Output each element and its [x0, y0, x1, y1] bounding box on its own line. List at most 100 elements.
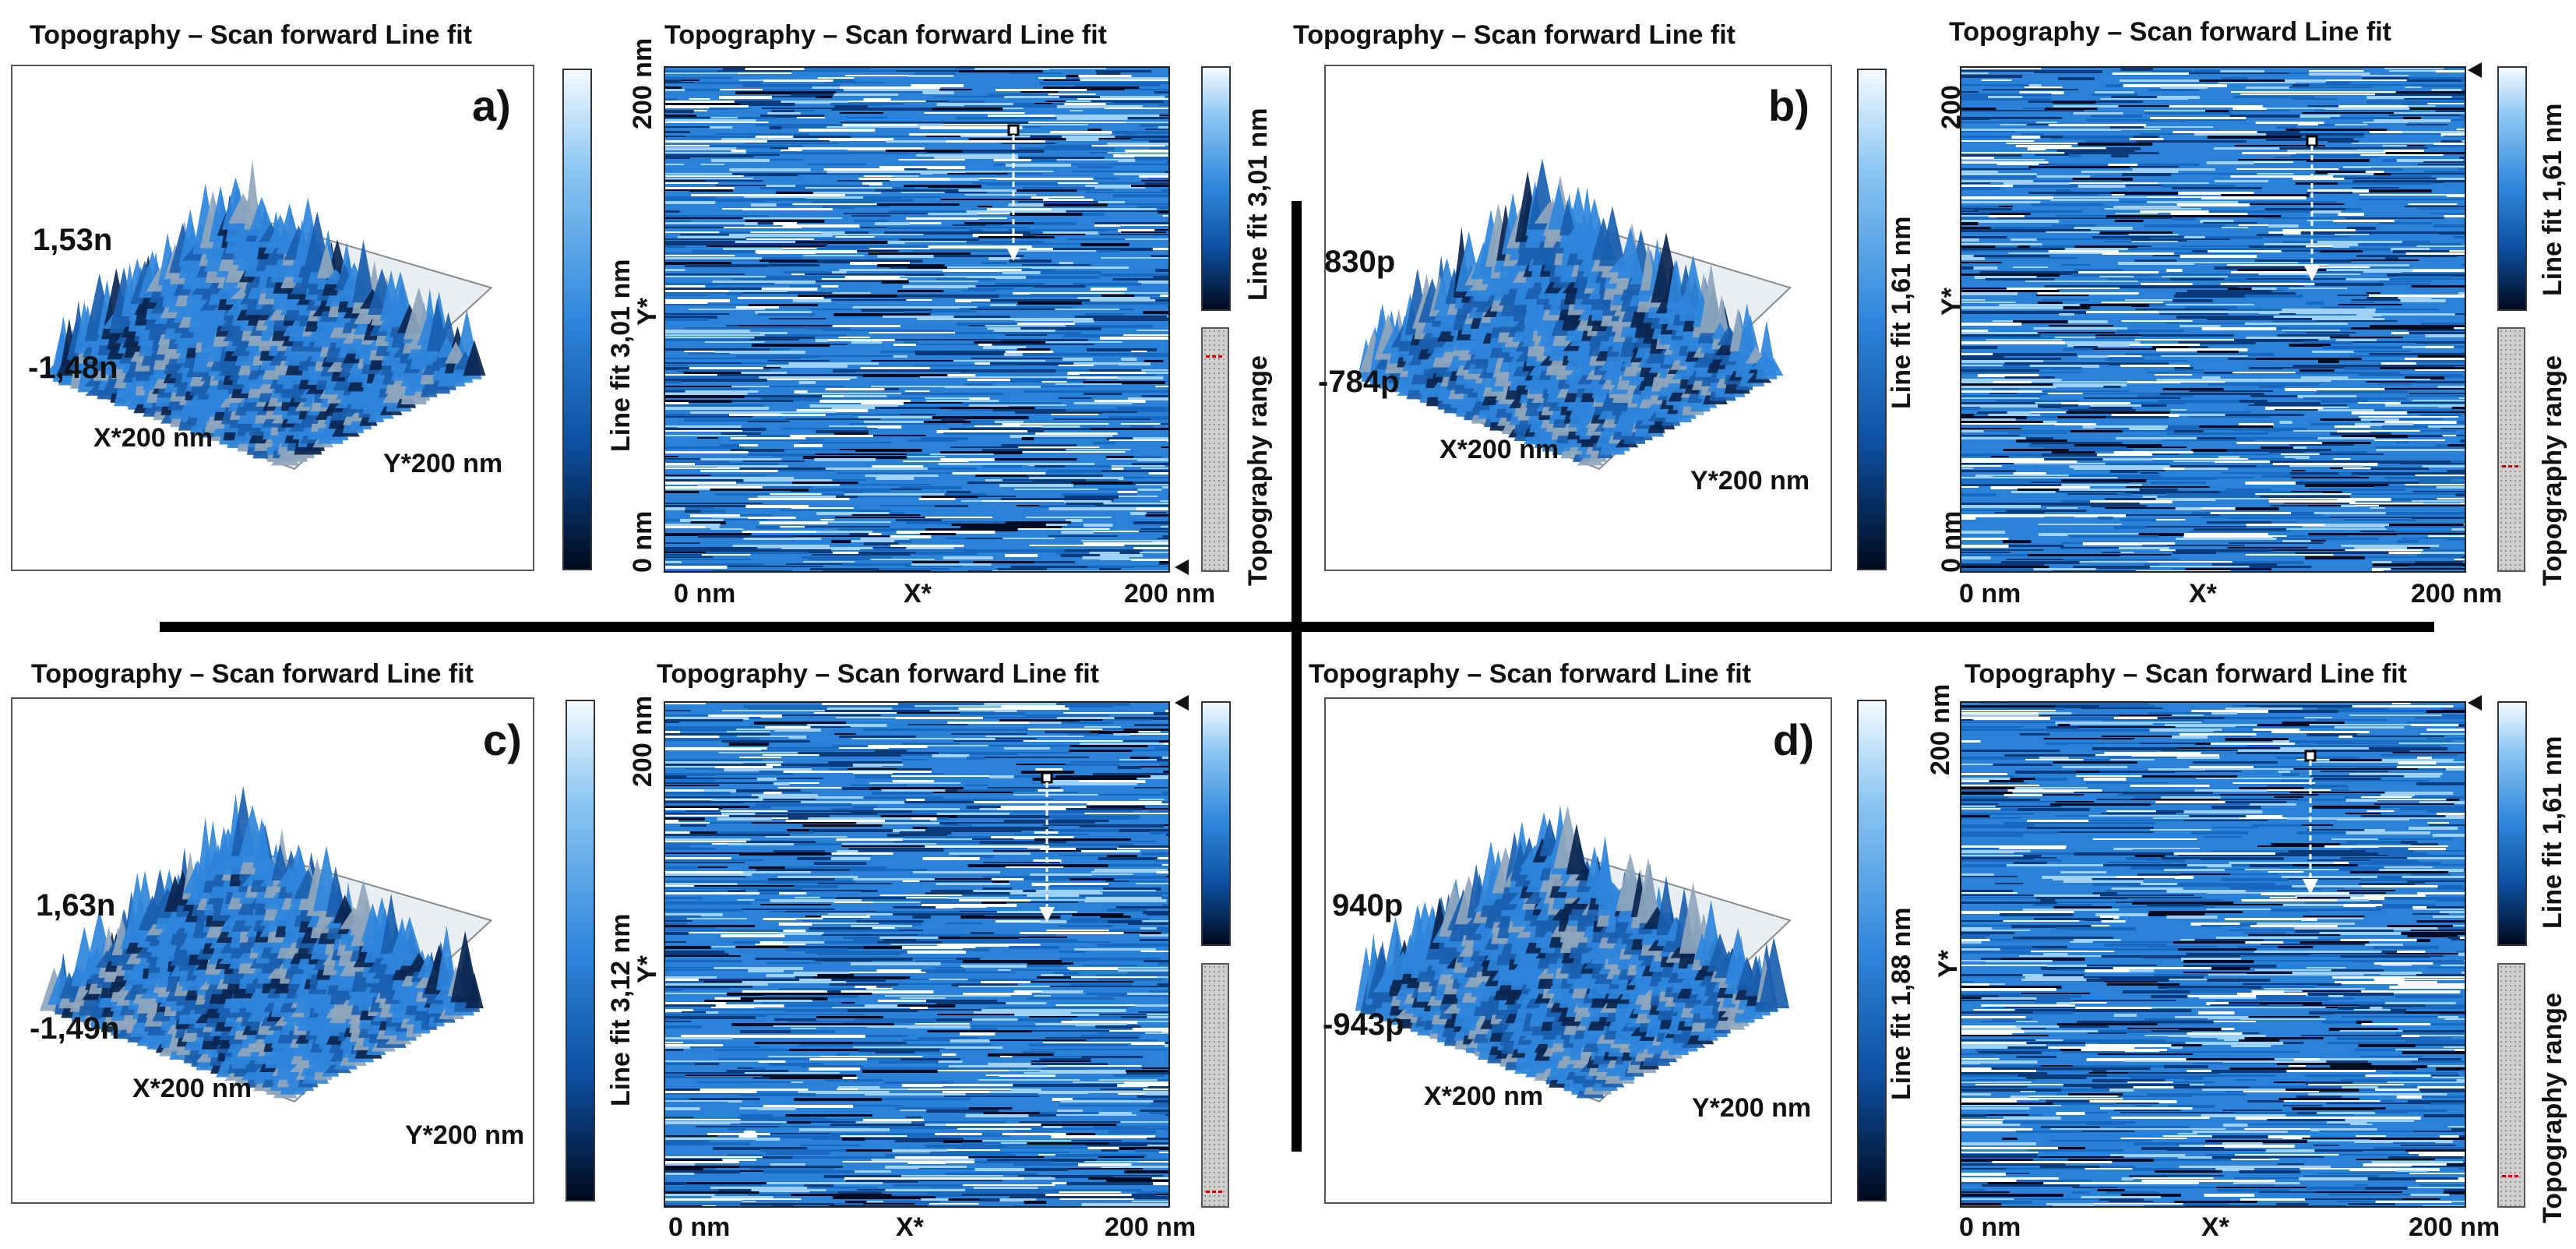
panel-a-colorbar-left-label: Line fit 3,01 nm	[606, 259, 636, 453]
panel-d-3d-title: Topography – Scan forward Line fit	[1309, 659, 1751, 689]
panel-b-map-title: Topography – Scan forward Line fit	[1949, 17, 2391, 47]
panel-a-range-bar	[1201, 327, 1229, 572]
panel-c-y-top: 200 nm	[628, 695, 657, 787]
panel-b-range-label: Topography range	[2538, 355, 2567, 586]
panel-a-colorbar-right	[1201, 66, 1231, 311]
panel-c-colorbar-left-label: Line fit 3,12 nm	[606, 913, 636, 1107]
panel-c-x-mid: X*	[896, 1212, 924, 1242]
panel-d-3d-surface	[1355, 804, 1792, 1103]
panel-d-colorbar-right	[2497, 701, 2527, 946]
panel-d-range-marker	[2502, 1175, 2521, 1177]
panel-a-z-min: -1,48n	[28, 351, 118, 385]
panel-b-y-top: 200	[1936, 85, 1966, 129]
panel-c-z-min: -1,49n	[30, 1011, 120, 1046]
panel-a-y-axis-3d: Y*200 nm	[383, 449, 503, 478]
panel-a-scan-marker	[1175, 559, 1189, 575]
panel-b-z-max: 830p	[1324, 245, 1396, 279]
vertical-divider	[1292, 201, 1302, 1152]
panel-a-x-left: 0 nm	[674, 579, 736, 609]
panel-b-3d-title: Topography – Scan forward Line fit	[1293, 20, 1736, 50]
panel-b-topography-map	[1960, 66, 2564, 573]
panel-c-range-bar	[1201, 963, 1229, 1208]
panel-a-y-axis-label: Y*	[633, 298, 662, 326]
panel-a-x-mid: X*	[904, 579, 932, 609]
panel-b-colorbar-right-label: Line fit 1,61 nm	[2538, 103, 2567, 297]
panel-d-y-axis-3d: Y*200 nm	[1692, 1093, 1812, 1123]
panel-a-colorbar-right-label: Line fit 3,01 nm	[1243, 108, 1273, 302]
panel-d-range-bar	[2497, 963, 2525, 1208]
panel-a-topography-map	[664, 66, 1263, 573]
panel-d-x-right: 200 nm	[2409, 1212, 2500, 1242]
panel-a-y-bottom: 0 nm	[628, 510, 657, 573]
panel-c-topography-map	[664, 701, 1267, 1208]
panel-a-z-max: 1,53n	[33, 223, 113, 257]
panel-d-map-image	[1961, 703, 2551, 1208]
panel-b-3d-surface	[1357, 158, 1792, 470]
panel-b-map-image	[1961, 68, 2564, 573]
panel-b-3d-view	[1324, 65, 1832, 571]
panel-c-y-axis-3d: Y*200 nm	[405, 1120, 525, 1150]
panel-d-z-max: 940p	[1332, 888, 1404, 923]
panel-b-x-axis-3d: X*200 nm	[1440, 435, 1559, 464]
panel-d-x-left: 0 nm	[1959, 1212, 2021, 1242]
panel-c-letter: c)	[483, 715, 522, 764]
panel-c-colorbar-right	[1201, 701, 1231, 946]
panel-b-y-axis-label: Y*	[1936, 288, 1966, 316]
panel-c-z-max: 1,63n	[36, 888, 116, 923]
panel-a-3d-view	[11, 65, 534, 571]
panel-b-colorbar-left-label: Line fit 1,61 nm	[1887, 216, 1916, 410]
panel-b-x-right: 200 nm	[2411, 579, 2503, 609]
panel-b-z-min: -784p	[1318, 365, 1400, 399]
panel-d-topography-map	[1960, 701, 2551, 1208]
panel-c-x-left: 0 nm	[668, 1212, 731, 1242]
panel-d-scan-arrow	[2303, 750, 2318, 894]
panel-c-x-axis-3d: X*200 nm	[132, 1074, 252, 1103]
panel-c-y-axis-label: Y*	[633, 955, 662, 983]
panel-b-range-bar	[2497, 327, 2525, 572]
panel-a-scan-arrow	[1006, 124, 1021, 261]
panel-c-scan-arrow	[1039, 771, 1055, 923]
panel-d-x-axis-3d: X*200 nm	[1424, 1081, 1544, 1111]
panel-a-x-right: 200 nm	[1124, 579, 1216, 609]
panel-c-3d-surface	[40, 785, 493, 1103]
panel-a-letter: a)	[472, 81, 511, 130]
panel-a-colorbar-left	[562, 69, 592, 570]
panel-b-y-bottom: 0 nm	[1936, 510, 1966, 573]
panel-d-map-title: Topography – Scan forward Line fit	[1965, 659, 2407, 689]
panel-a-range-marker	[1206, 355, 1225, 358]
panel-b-y-axis-3d: Y*200 nm	[1690, 466, 1810, 496]
panel-b-scan-marker	[2468, 62, 2482, 78]
panel-a-3d-title: Topography – Scan forward Line fit	[30, 20, 472, 50]
panel-d-y-top: 200 nm	[1926, 683, 1955, 775]
panel-d-colorbar-right-label: Line fit 1,61 nm	[2538, 736, 2567, 930]
panel-b-letter: b)	[1768, 81, 1810, 130]
panel-d-y-axis-label: Y*	[1933, 950, 1963, 978]
panel-a-y-top: 200 nm	[628, 37, 657, 129]
panel-a-map-title: Topography – Scan forward Line fit	[664, 20, 1107, 50]
panel-d-letter: d)	[1773, 715, 1814, 764]
panel-c-map-title: Topography – Scan forward Line fit	[657, 659, 1099, 689]
panel-c-3d-view	[11, 697, 534, 1204]
panel-d-3d-view	[1324, 697, 1832, 1204]
panel-a-3d-surface	[41, 159, 493, 470]
panel-c-scan-marker	[1175, 695, 1189, 711]
panel-b-colorbar-right	[2497, 66, 2527, 311]
panel-d-colorbar-left	[1857, 700, 1887, 1201]
panel-b-x-mid: X*	[2189, 579, 2217, 609]
panel-d-colorbar-left-label: Line fit 1,88 nm	[1887, 907, 1916, 1101]
panel-c-colorbar-left	[566, 700, 595, 1201]
panel-b-x-left: 0 nm	[1959, 579, 2021, 609]
panel-d-z-min: -943p	[1323, 1007, 1404, 1042]
panel-d-x-mid: X*	[2201, 1212, 2229, 1242]
panel-a-x-axis-3d: X*200 nm	[93, 423, 213, 453]
panel-b-range-marker	[2502, 465, 2521, 467]
panel-b-colorbar-left	[1857, 69, 1887, 570]
panel-d-scan-marker	[2468, 695, 2482, 711]
panel-c-range-marker	[1206, 1191, 1225, 1193]
panel-a-map-image	[665, 68, 1263, 573]
panel-c-3d-title: Topography – Scan forward Line fit	[31, 659, 474, 689]
panel-d-range-label: Topography range	[2538, 993, 2567, 1223]
panel-c-x-right: 200 nm	[1105, 1212, 1196, 1242]
panel-a-range-label: Topography range	[1243, 355, 1273, 586]
panel-b-scan-arrow	[2304, 135, 2320, 281]
